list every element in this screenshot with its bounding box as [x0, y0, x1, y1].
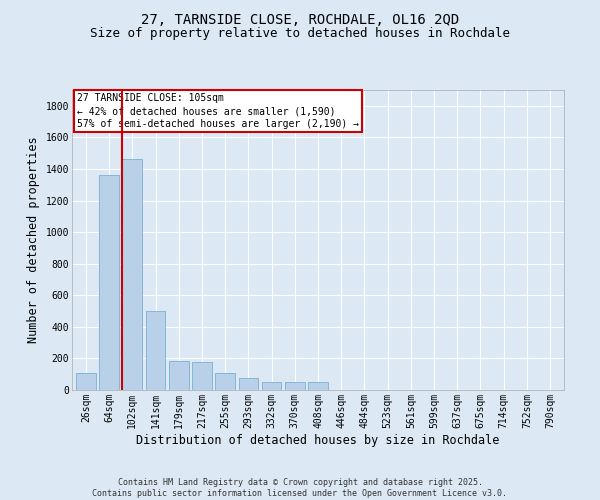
Bar — [285, 382, 305, 390]
Bar — [308, 382, 328, 390]
Bar — [169, 361, 188, 390]
Text: 27, TARNSIDE CLOSE, ROCHDALE, OL16 2QD: 27, TARNSIDE CLOSE, ROCHDALE, OL16 2QD — [141, 12, 459, 26]
Bar — [215, 372, 235, 390]
Bar — [99, 176, 119, 390]
Bar — [262, 382, 281, 390]
Y-axis label: Number of detached properties: Number of detached properties — [27, 136, 40, 344]
Bar — [122, 160, 142, 390]
Text: Size of property relative to detached houses in Rochdale: Size of property relative to detached ho… — [90, 28, 510, 40]
Bar — [192, 362, 212, 390]
Bar — [76, 372, 96, 390]
Text: 27 TARNSIDE CLOSE: 105sqm
← 42% of detached houses are smaller (1,590)
57% of se: 27 TARNSIDE CLOSE: 105sqm ← 42% of detac… — [77, 93, 359, 130]
Bar — [146, 311, 166, 390]
X-axis label: Distribution of detached houses by size in Rochdale: Distribution of detached houses by size … — [136, 434, 500, 446]
Bar — [239, 378, 258, 390]
Text: Contains HM Land Registry data © Crown copyright and database right 2025.
Contai: Contains HM Land Registry data © Crown c… — [92, 478, 508, 498]
